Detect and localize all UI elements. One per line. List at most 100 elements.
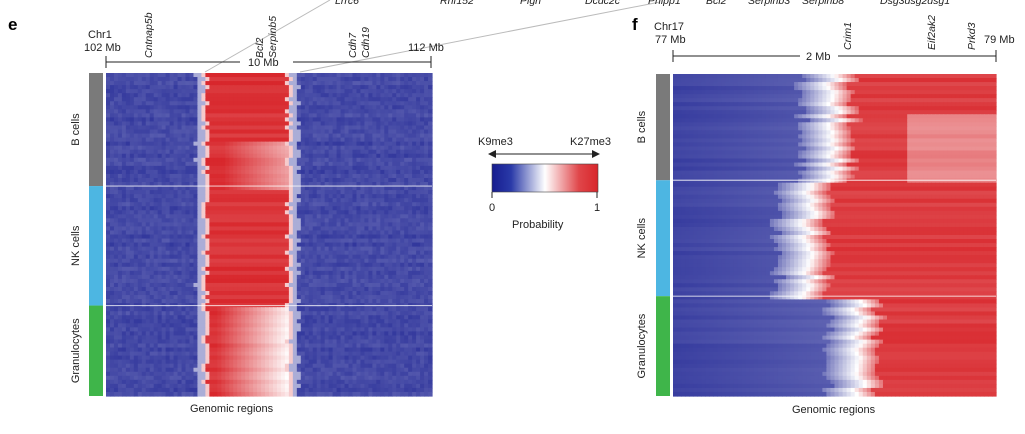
heatmap-cell [169, 238, 175, 244]
heatmap-cell [121, 190, 127, 195]
heatmap-cell [249, 93, 254, 98]
heatmap-cell [352, 182, 358, 187]
heatmap-cell [380, 210, 385, 215]
heatmap-cell [153, 274, 159, 280]
heatmap-cell [193, 238, 199, 244]
heatmap-cell [340, 141, 346, 147]
heatmap-cell [416, 274, 421, 280]
heatmap-cell [292, 117, 298, 123]
heatmap-cell [121, 157, 127, 163]
heatmap-cell [284, 230, 290, 236]
heatmap-cell [241, 133, 246, 139]
heatmap-cell [376, 299, 381, 304]
heatmap-cell [304, 97, 310, 102]
heatmap-cell [249, 149, 254, 155]
heatmap-cell [201, 190, 206, 195]
heatmap-cell [424, 113, 429, 119]
heatmap-cell [165, 182, 171, 187]
heatmap-cell [213, 266, 218, 272]
heatmap-cell [125, 242, 131, 248]
heatmap-cell [280, 73, 286, 78]
heatmap-cell [177, 274, 183, 280]
heatmap-cell [420, 145, 425, 151]
heatmap-cell [197, 311, 203, 316]
heatmap-cell [253, 89, 258, 94]
heatmap-cell [201, 125, 206, 131]
heatmap-cell [404, 109, 409, 114]
heatmap-cell [272, 311, 278, 316]
heatmap-cell [217, 117, 222, 123]
heatmap-cell [388, 85, 393, 90]
heatmap-cell [106, 125, 111, 131]
heatmap-cell [137, 246, 143, 252]
heatmap-cell [368, 250, 373, 256]
heatmap-cell [388, 117, 393, 123]
heatmap-cell [141, 89, 147, 94]
heatmap-cell [177, 218, 183, 223]
heatmap-cell [269, 311, 274, 316]
heatmap-cell [352, 165, 358, 171]
heatmap-cell [229, 274, 234, 280]
heatmap-cell [404, 278, 409, 284]
heatmap-cell [296, 311, 302, 316]
heatmap-cell [300, 190, 306, 195]
heatmap-cell [332, 210, 338, 215]
heatmap-cell [292, 105, 298, 110]
heatmap-cell [221, 113, 226, 119]
heatmap-cell [328, 145, 334, 151]
heatmap-cell [173, 218, 179, 223]
heatmap-cell [133, 238, 139, 244]
heatmap-cell [384, 161, 389, 167]
heatmap-cell [173, 262, 179, 268]
heatmap-cell [348, 246, 354, 252]
heatmap-cell [332, 85, 338, 90]
heatmap-cell [249, 177, 254, 183]
heatmap-cell [388, 93, 393, 98]
heatmap-cell [336, 262, 342, 268]
heatmap-cell [316, 153, 322, 159]
heatmap-cell [328, 299, 334, 304]
heatmap-cell [157, 121, 163, 127]
heatmap-cell [205, 230, 210, 236]
heatmap-cell [125, 153, 131, 159]
heatmap-cell [296, 218, 302, 223]
heatmap-cell [261, 133, 266, 139]
heatmap-cell [165, 125, 171, 131]
heatmap-cell [388, 73, 393, 78]
heatmap-cell [296, 286, 302, 292]
heatmap-cell [217, 262, 222, 268]
heatmap-cell [324, 194, 330, 199]
heatmap-cell [380, 246, 385, 252]
heatmap-cell [320, 246, 326, 252]
heatmap-cell [368, 278, 373, 284]
heatmap-cell [106, 291, 111, 296]
heatmap-cell [233, 149, 238, 155]
heatmap-cell [209, 133, 214, 139]
heatmap-cell [129, 117, 135, 123]
heatmap-cell [352, 141, 358, 147]
heatmap-cell [316, 169, 322, 175]
heatmap-cell [106, 250, 111, 256]
heatmap-cell [193, 226, 199, 232]
heatmap-cell [269, 109, 274, 114]
heatmap-cell [304, 85, 310, 90]
heatmap-cell [257, 169, 262, 175]
heatmap-cell [265, 206, 270, 211]
heatmap-cell [328, 73, 334, 78]
heatmap-cell [364, 137, 369, 143]
heatmap-cell [328, 85, 334, 90]
heatmap-cell [384, 254, 389, 260]
heatmap-cell [396, 81, 401, 86]
heatmap-cell [276, 157, 282, 163]
heatmap-cell [284, 117, 290, 123]
heatmap-cell [324, 109, 330, 114]
heatmap-cell [292, 307, 298, 312]
heatmap-cell [428, 165, 433, 171]
heatmap-cell [332, 202, 338, 207]
heatmap-cell [145, 210, 151, 215]
heatmap-cell [276, 311, 282, 316]
heatmap-cell [181, 198, 187, 203]
heatmap-cell [292, 222, 298, 228]
heatmap-cell [428, 153, 433, 159]
heatmap-cell [261, 77, 266, 82]
